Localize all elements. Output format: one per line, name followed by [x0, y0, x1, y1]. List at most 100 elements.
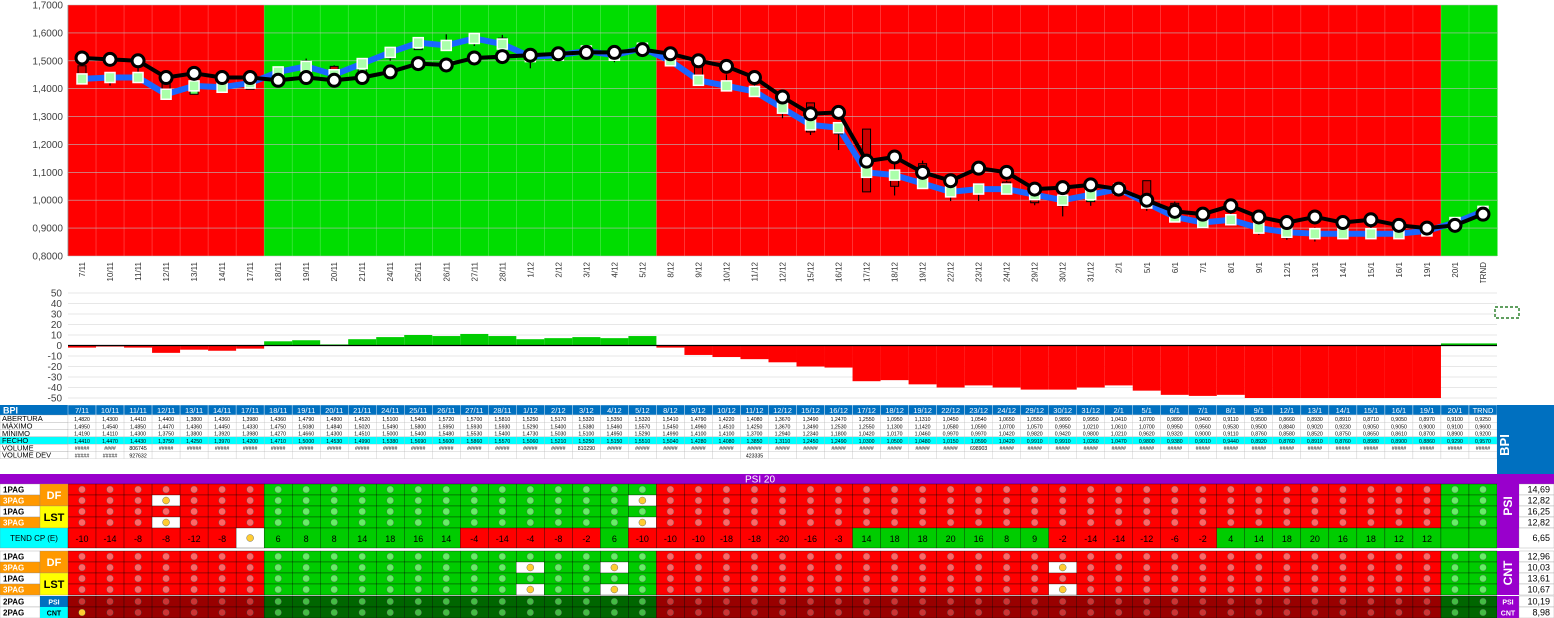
bar — [824, 345, 853, 368]
value-cell — [1518, 483, 1554, 496]
signal-cell — [1160, 583, 1189, 596]
bar — [656, 345, 685, 348]
signal-dot — [1087, 507, 1095, 516]
signal-dot — [1255, 585, 1263, 594]
cnt-side-label: CNT — [1501, 560, 1515, 585]
signal-dot — [1311, 585, 1319, 594]
data-cell — [908, 451, 937, 459]
signal-dot — [162, 574, 170, 583]
signal-cell — [768, 483, 797, 496]
data-cell — [936, 429, 965, 438]
signal-dot — [1479, 563, 1487, 572]
signal-dot — [806, 563, 815, 572]
data-value: 1,4470 — [158, 424, 174, 430]
signal-cell — [1356, 483, 1386, 496]
data-value: 1,5450 — [662, 424, 678, 430]
data-value: 1,5720 — [438, 417, 454, 423]
data-value: ##### — [1308, 446, 1323, 452]
signal-cell — [880, 583, 909, 596]
signal-dot — [666, 597, 675, 606]
date-header-cell — [347, 404, 377, 416]
signal-cell — [320, 583, 349, 596]
data-cell — [740, 414, 769, 423]
tend-value: -10 — [664, 534, 677, 544]
signal-dot — [358, 597, 366, 606]
signal-cell — [320, 494, 349, 507]
trend-band — [1272, 5, 1302, 256]
signal-cell — [1468, 595, 1498, 608]
data-value: 1,5290 — [522, 424, 538, 430]
signal-cell — [1076, 483, 1105, 496]
signal-cell — [880, 550, 909, 563]
date-header-label: 20/11 — [325, 406, 343, 415]
signal-dot — [1451, 563, 1459, 572]
data-cell — [1188, 414, 1217, 423]
signal-cell — [1104, 550, 1133, 563]
signal-dot — [106, 574, 114, 583]
signal-dot — [582, 563, 591, 572]
data-cell — [1188, 451, 1217, 459]
signal-dot — [554, 507, 563, 516]
signal-dot — [778, 597, 787, 606]
signal-dot — [330, 518, 338, 527]
signal-dot — [1451, 608, 1459, 617]
signal-cell — [292, 572, 321, 585]
signal-cell — [796, 505, 825, 518]
signal-cell — [1020, 595, 1049, 608]
bar — [600, 338, 629, 346]
bar — [348, 339, 377, 346]
signal-dot — [974, 507, 983, 516]
x-tick-label: 16/12 — [835, 261, 844, 282]
x-tick-label: 18/11 — [274, 261, 283, 281]
signal-cell — [1300, 572, 1330, 585]
signal-cell — [320, 550, 349, 563]
tend-value: 14 — [441, 534, 451, 544]
signal-cell — [1216, 505, 1245, 518]
data-cell — [992, 422, 1021, 430]
signal-cell — [376, 595, 405, 608]
black-series-marker — [859, 153, 875, 169]
signal-cell — [1048, 583, 1077, 596]
date-header-label: 30/12 — [1053, 406, 1072, 415]
signal-cell — [572, 550, 601, 563]
data-cell — [1328, 444, 1358, 452]
signal-dot — [78, 608, 86, 617]
x-tick-label: 9/1 — [1255, 261, 1264, 273]
signal-cell — [1440, 483, 1470, 496]
side-cell — [1497, 551, 1519, 595]
signal-cell — [179, 606, 209, 618]
signal-cell — [207, 583, 237, 596]
date-header-cell — [67, 404, 97, 416]
signal-dot — [1311, 563, 1319, 572]
signal-dot — [1283, 518, 1291, 527]
signal-dot — [862, 485, 871, 494]
data-cell — [1356, 436, 1386, 445]
data-cell — [292, 414, 321, 423]
signal-dot — [526, 485, 535, 494]
data-cell — [628, 451, 657, 459]
data-cell — [628, 444, 657, 452]
x-tick-label: 14/11 — [218, 261, 227, 281]
signal-cell — [179, 494, 209, 507]
data-value: ##### — [775, 446, 790, 452]
signal-dot — [722, 608, 731, 617]
signal-dot — [638, 597, 647, 606]
data-value: 1,3980 — [242, 432, 258, 438]
data-cell — [320, 451, 349, 459]
black-series-marker — [887, 149, 903, 165]
signal-dot — [78, 496, 86, 505]
data-value: 1,5150 — [606, 439, 622, 445]
data-value: ##### — [719, 446, 734, 452]
data-cell — [936, 436, 965, 445]
signal-dot — [806, 608, 815, 617]
bpi-header-cell — [0, 405, 68, 415]
data-value: ##### — [355, 446, 370, 452]
data-cell — [348, 414, 377, 423]
signal-cell — [432, 595, 461, 608]
signal-cell — [1468, 572, 1498, 585]
signal-dot — [246, 534, 254, 542]
signal-dot — [302, 552, 310, 561]
signal-dot — [1002, 585, 1011, 594]
signal-dot — [358, 608, 366, 617]
signal-dot — [470, 563, 478, 572]
